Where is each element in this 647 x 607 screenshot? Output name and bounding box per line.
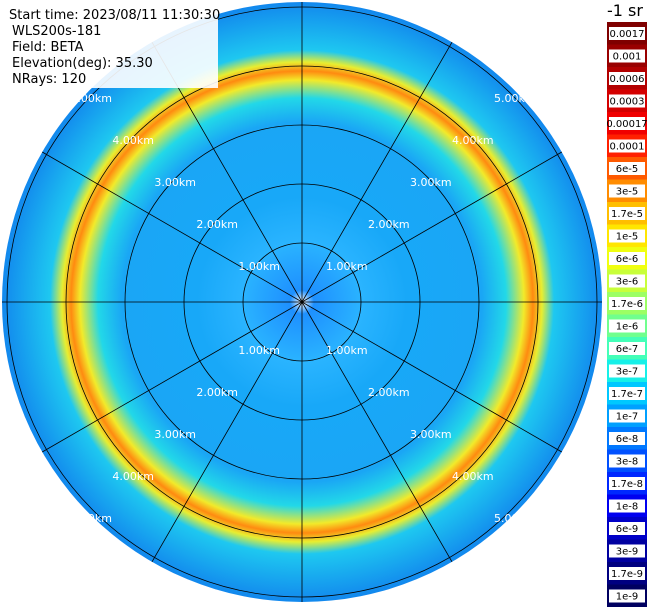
colorbar-label: 3e-5 <box>616 187 639 198</box>
colorbar-label-bg <box>609 72 645 85</box>
range-label: 4.00km <box>112 134 154 147</box>
colorbar-label: 6e-8 <box>616 434 639 445</box>
colorbar-label: 1e-9 <box>616 592 639 603</box>
colorbar-label-bg <box>609 319 645 333</box>
range-label: 4.00km <box>452 134 494 147</box>
range-label: 4.00km <box>452 470 494 483</box>
spoke <box>301 301 453 563</box>
range-ring <box>65 65 539 539</box>
colorbar-title-bg <box>606 0 647 20</box>
colorbar-label-bg <box>609 229 645 243</box>
spoke <box>41 151 303 303</box>
info-line: NRays: 120 <box>12 72 86 87</box>
range-ring <box>183 183 421 421</box>
range-label: 2.00km <box>368 218 410 231</box>
range-label: 3.00km <box>154 176 196 189</box>
colorbar-label: 6e-6 <box>616 254 639 265</box>
range-label: 2.00km <box>196 218 238 231</box>
colorbar-label: 1e-5 <box>616 232 639 243</box>
colorbar-label: 1e-6 <box>616 322 639 333</box>
range-label: 1.00km <box>326 344 368 357</box>
colorbar-label-bg <box>609 567 645 580</box>
range-label: 1.00km <box>238 344 280 357</box>
colorbar-label-bg <box>609 139 645 153</box>
info-line: WLS200s-181 <box>12 24 101 39</box>
colorbar-label: 6e-9 <box>616 524 639 535</box>
colorbar-label-bg <box>609 162 645 175</box>
colorbar-label-bg <box>609 274 645 288</box>
info-line: Elevation(deg): 35.30 <box>12 56 153 71</box>
colorbar-label-bg <box>609 499 645 513</box>
colorbar-label-bg <box>609 409 645 423</box>
colorbar-label: 0.001 <box>613 52 642 63</box>
range-label: 1.00km <box>238 260 280 273</box>
colorbar-label-bg <box>609 432 645 445</box>
colorbar-label-bg <box>609 94 645 108</box>
info-box <box>8 4 218 88</box>
colorbar-label: 6e-5 <box>616 164 639 175</box>
colorbar-label-bg <box>609 117 645 130</box>
colorbar-label: 1.7e-9 <box>611 569 643 580</box>
range-label: 5.00km <box>70 92 112 105</box>
colorbar-label-bg <box>609 342 645 355</box>
colorbar-label-bg <box>609 364 645 378</box>
colorbar-label: 1.7e-7 <box>611 389 643 400</box>
colorbar-label: 1.7e-5 <box>611 209 643 220</box>
spoke <box>151 301 303 563</box>
colorbar-label-bg <box>609 477 645 490</box>
colorbar-title: -1 sr <box>607 1 643 20</box>
info-line: Start time: 2023/08/11 11:30:30 <box>9 8 220 23</box>
colorbar-label: 3e-8 <box>616 457 639 468</box>
range-label: 3.00km <box>154 428 196 441</box>
colorbar-label: 3e-7 <box>616 367 639 378</box>
range-label: 5.00km <box>494 92 536 105</box>
spoke <box>301 41 453 303</box>
colorbar-label-bg <box>609 522 645 535</box>
colorbar-label-bg <box>609 184 645 198</box>
range-ring <box>6 6 598 598</box>
colorbar-label: 0.00017 <box>606 119 647 130</box>
colorbar-label: 1e-7 <box>616 412 639 423</box>
colorbar-label: 0.0006 <box>610 74 645 85</box>
range-label: 5.00km <box>494 512 536 525</box>
colorbar-label-bg <box>609 252 645 265</box>
range-ring <box>124 124 480 480</box>
colorbar-label-bg <box>609 27 645 40</box>
spoke <box>301 151 563 303</box>
range-ring <box>242 242 362 362</box>
range-label: 3.00km <box>410 176 452 189</box>
colorbar-label-bg <box>609 387 645 400</box>
colorbar-label: 3e-6 <box>616 277 639 288</box>
colorbar-label-bg <box>609 454 645 468</box>
colorbar-label: 0.0001 <box>610 142 645 153</box>
range-label: 3.00km <box>410 428 452 441</box>
info-line: Field: BETA <box>12 40 84 55</box>
range-label: 4.00km <box>112 470 154 483</box>
range-label: 5.00km <box>70 512 112 525</box>
colorbar-label-bg <box>609 544 645 558</box>
spoke <box>41 301 303 453</box>
colorbar-label: 1.7e-6 <box>611 299 643 310</box>
colorbar-label: 0.0003 <box>610 97 645 108</box>
colorbar-label-bg <box>609 49 645 63</box>
colorbar-label: 1e-8 <box>616 502 639 513</box>
spoke <box>301 301 563 453</box>
colorbar-label: 6e-7 <box>616 344 639 355</box>
colorbar-label: 1.7e-8 <box>611 479 643 490</box>
colorbar-label-bg <box>609 589 645 603</box>
colorbar-label-bg <box>609 297 645 310</box>
colorbar-label: 0.0017 <box>610 29 645 40</box>
range-label: 1.00km <box>326 260 368 273</box>
colorbar-label: 3e-9 <box>616 547 639 558</box>
colorbar-label-bg <box>609 207 645 220</box>
range-label: 2.00km <box>368 386 410 399</box>
range-label: 2.00km <box>196 386 238 399</box>
